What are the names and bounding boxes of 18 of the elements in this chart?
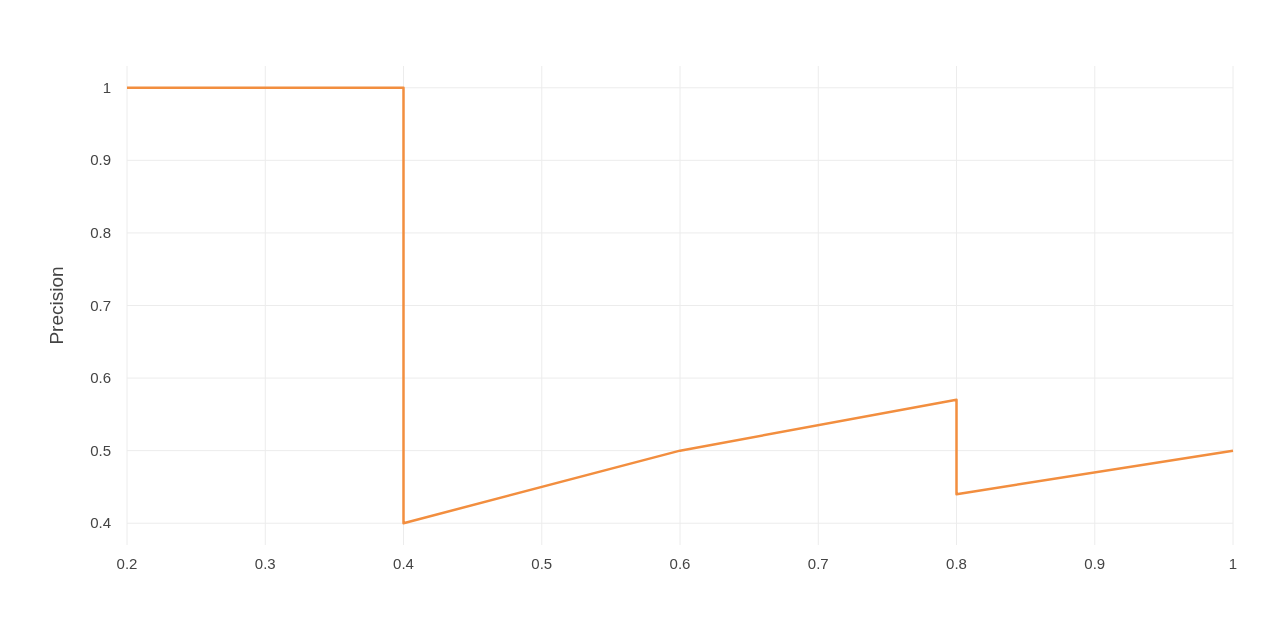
y-tick-label: 0.6 — [90, 369, 111, 387]
x-tick-label: 0.8 — [946, 555, 967, 572]
x-tick-label: 0.5 — [531, 555, 553, 572]
x-tick-label: 0.7 — [807, 555, 829, 572]
y-tick-label: 0.8 — [90, 223, 111, 241]
x-tick-label: 0.3 — [254, 555, 276, 572]
x-tick-label: 1 — [1228, 555, 1238, 572]
y-tick-label: 0.5 — [90, 441, 111, 459]
y-tick-label: 0.7 — [90, 296, 111, 314]
y-tick-label: 0.9 — [90, 151, 111, 169]
y-axis-title: Precision — [46, 266, 67, 345]
x-tick-label: 0.6 — [669, 555, 691, 572]
x-tick-label: 0.9 — [1084, 555, 1106, 572]
x-tick-label: 0.4 — [393, 555, 414, 572]
line-series — [125, 86, 1235, 525]
y-tick-label: 1 — [102, 78, 111, 96]
x-tick-label: 0.2 — [116, 555, 138, 572]
y-tick-label: 0.4 — [90, 514, 111, 532]
